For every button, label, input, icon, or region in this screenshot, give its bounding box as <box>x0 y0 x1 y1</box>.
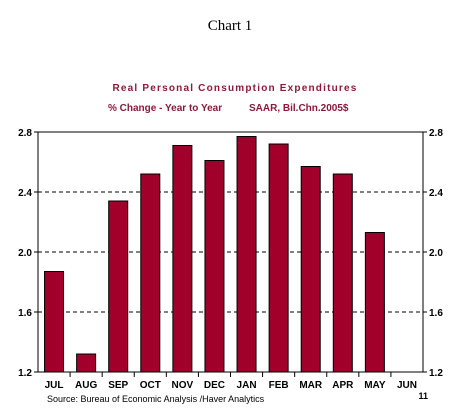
x-tick-label: JAN <box>237 380 257 391</box>
y-tick-label-right: 1.6 <box>429 308 443 319</box>
bar-oct <box>140 173 161 373</box>
y-tick-label: 1.6 <box>18 308 32 319</box>
bar-nov <box>172 145 193 373</box>
x-tick-label: SEP <box>108 380 128 391</box>
x-tick-label: AUG <box>75 380 97 391</box>
grid-lines <box>38 191 423 313</box>
bar-dec <box>204 160 225 373</box>
bar-apr <box>332 173 353 373</box>
x-tick-label: MAY <box>364 380 386 391</box>
chart-heading: Chart 1 <box>208 18 253 34</box>
x-tick-label: NOV <box>172 380 194 391</box>
x-tick-label: MAR <box>299 380 323 391</box>
x-tick-label: DEC <box>204 380 225 391</box>
bar-sep <box>108 200 129 373</box>
y-tick-label: 2.4 <box>18 188 32 199</box>
x-tick-label: OCT <box>140 380 161 391</box>
bar-feb <box>268 143 289 373</box>
y-tick-label-right: 2.4 <box>429 188 443 199</box>
bar-series <box>44 136 385 373</box>
year-label: 11 <box>418 391 428 401</box>
x-tick-label: APR <box>332 380 354 391</box>
tick-marks <box>34 131 427 377</box>
x-tick-label: FEB <box>269 380 289 391</box>
x-axis: JUL AUG SEP OCT NOV DEC JAN FEB MAR APR MAY JUN <box>45 380 417 391</box>
chart-subtitle-right: SAAR, Bil.Chn.2005$ <box>249 103 349 114</box>
y-tick-label-right: 2.8 <box>429 128 443 139</box>
bar-jul <box>44 271 65 373</box>
y-axis-left: 1.2 1.6 2.0 2.4 2.8 <box>18 128 32 379</box>
bar-may <box>364 232 385 373</box>
bar-mar <box>300 166 321 373</box>
y-axis-right: 1.2 1.6 2.0 2.4 2.8 <box>429 128 443 379</box>
y-tick-label: 1.2 <box>18 368 32 379</box>
chart-title: Real Personal Consumption Expenditures <box>112 83 357 94</box>
x-tick-label: JUL <box>45 380 64 391</box>
y-tick-label: 2.0 <box>18 248 32 259</box>
bar-aug <box>76 353 97 373</box>
bar-jan <box>236 136 257 373</box>
y-tick-label-right: 1.2 <box>429 368 443 379</box>
source-note: Source: Bureau of Economic Analysis /Hav… <box>47 394 265 404</box>
y-tick-label-right: 2.0 <box>429 248 443 259</box>
y-tick-label: 2.8 <box>18 128 32 139</box>
chart-subtitle-left: % Change - Year to Year <box>108 103 222 114</box>
x-tick-label: JUN <box>397 380 417 391</box>
